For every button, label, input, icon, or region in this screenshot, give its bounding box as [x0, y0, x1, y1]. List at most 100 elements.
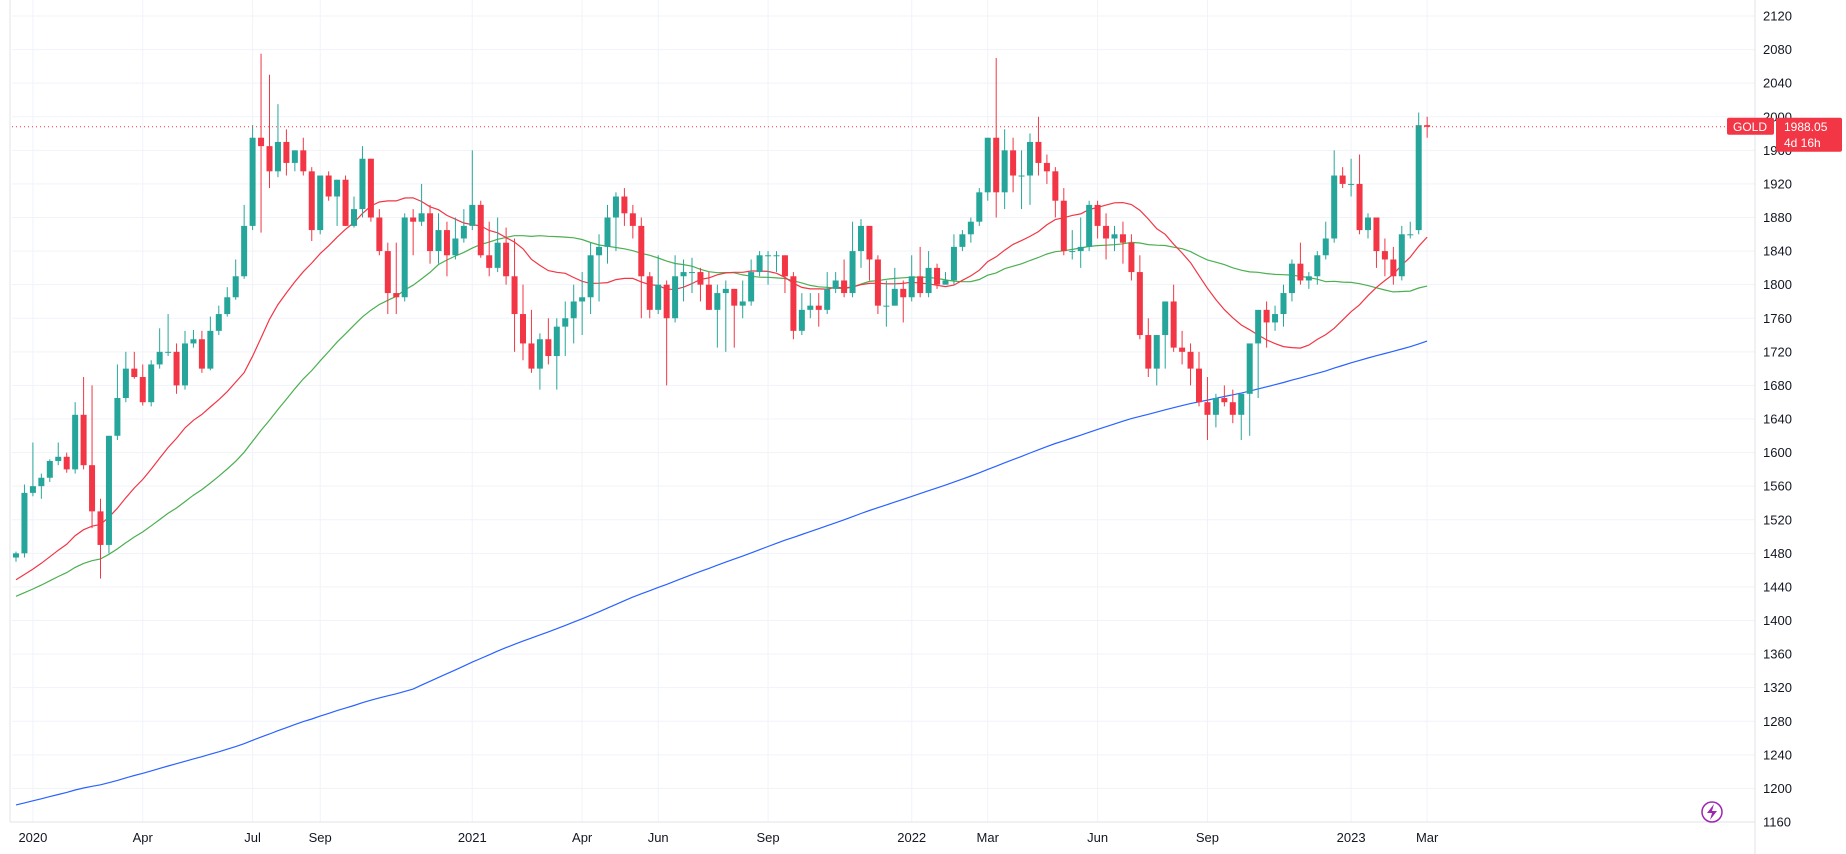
candle-up [1153, 335, 1160, 386]
candle-body [1398, 234, 1405, 277]
candle-body [672, 276, 679, 319]
candle-body [1111, 234, 1118, 239]
time-tick-label: Apr [572, 830, 593, 845]
candle-up [114, 364, 121, 440]
candle-body [604, 217, 611, 247]
candle-body [520, 314, 526, 344]
lightning-icon[interactable] [1701, 801, 1723, 823]
time-axis-labels[interactable]: 2020 Apr Jul Sep 2021 Apr Jun Sep 2022 Mar Jun Sep 2… [18, 830, 1439, 845]
candle-down [80, 377, 87, 470]
price-tick-label: 1920 [1763, 176, 1792, 191]
candle-down [477, 200, 484, 258]
candle-body [1424, 125, 1431, 127]
candle-down [1060, 188, 1067, 256]
candle-body [1001, 150, 1008, 193]
candle-down [198, 330, 205, 373]
candle-body [1119, 234, 1126, 243]
candle-down [781, 255, 788, 294]
candle-up [536, 333, 543, 390]
candle-body [477, 204, 484, 256]
candle-down [1119, 221, 1126, 264]
candle-body [182, 343, 188, 386]
candle-up [942, 272, 949, 285]
ma-200-line [15, 340, 1428, 806]
candle-body [536, 339, 543, 369]
candle-body [1212, 398, 1219, 415]
candle-up [435, 213, 442, 264]
candle-body [1077, 246, 1084, 252]
candle-body [46, 460, 53, 478]
candle-body [38, 477, 45, 487]
candle-body [148, 364, 155, 403]
candle-body [798, 309, 805, 331]
candle-down [131, 351, 138, 379]
candle-up [570, 284, 577, 344]
symbol-badge-label: GOLD [1733, 120, 1767, 134]
time-tick-label: Jun [1087, 830, 1108, 845]
candle-up [1331, 150, 1338, 243]
time-tick-label: 2020 [18, 830, 47, 845]
candle-down [410, 209, 417, 256]
candle-up [460, 209, 467, 243]
candle-down [841, 259, 848, 298]
candle-body [359, 158, 366, 210]
candle-down [697, 267, 704, 302]
candle-down [866, 225, 873, 281]
candle-body [511, 276, 518, 315]
candle-up [984, 137, 991, 201]
candle-body [165, 351, 172, 353]
candle-up [748, 259, 755, 306]
time-tick-label: Apr [133, 830, 154, 845]
price-axis-labels[interactable]: 1160 1200 1240 1280 1320 1360 1400 1440 1480 1520… [1763, 9, 1792, 830]
price-badge-bg [1776, 117, 1842, 152]
candle-body [959, 234, 966, 247]
candle-up [553, 318, 560, 390]
candle-body [663, 284, 670, 319]
candle-up [908, 255, 915, 302]
candle-body [1415, 125, 1422, 231]
candle-up [1246, 343, 1253, 436]
candle-body [553, 326, 560, 357]
candle-down [545, 318, 552, 365]
candle-body [258, 137, 265, 147]
candle-body [1255, 309, 1262, 344]
price-tick-label: 2080 [1763, 42, 1792, 57]
candle-down [384, 242, 391, 315]
time-tick-label: Jun [648, 830, 669, 845]
candle-body [367, 158, 374, 218]
candle-body [562, 318, 569, 327]
candle-down [621, 188, 628, 226]
price-tick-label: 1320 [1763, 680, 1792, 695]
candle-body [841, 280, 848, 294]
candle-body [1339, 175, 1346, 184]
candle-up [1280, 284, 1287, 327]
price-tick-label: 1240 [1763, 747, 1792, 762]
candle-down [1381, 238, 1388, 277]
candle-down [934, 263, 941, 289]
candle-down [1221, 385, 1228, 407]
candle-body [1322, 238, 1329, 256]
candle-body [1136, 272, 1143, 336]
candle-body [1187, 351, 1194, 369]
candle-up [689, 257, 695, 294]
price-tick-label: 1640 [1763, 412, 1792, 427]
candle-body [1365, 217, 1371, 231]
candle-down [629, 204, 636, 239]
candle-body [984, 137, 991, 193]
candle-body [722, 288, 729, 294]
candle-up [105, 435, 112, 554]
candle-body [63, 456, 70, 470]
candle-body [156, 351, 163, 365]
candle-up [739, 280, 746, 319]
candle-up [1348, 158, 1355, 197]
candle-up [1305, 272, 1312, 289]
candle-body [89, 465, 96, 512]
candle-down [815, 293, 822, 327]
price-tick-label: 1280 [1763, 714, 1792, 729]
candle-body [29, 486, 36, 493]
candle-body [486, 255, 493, 268]
candle-down [511, 238, 518, 352]
candle-up [1001, 129, 1008, 210]
